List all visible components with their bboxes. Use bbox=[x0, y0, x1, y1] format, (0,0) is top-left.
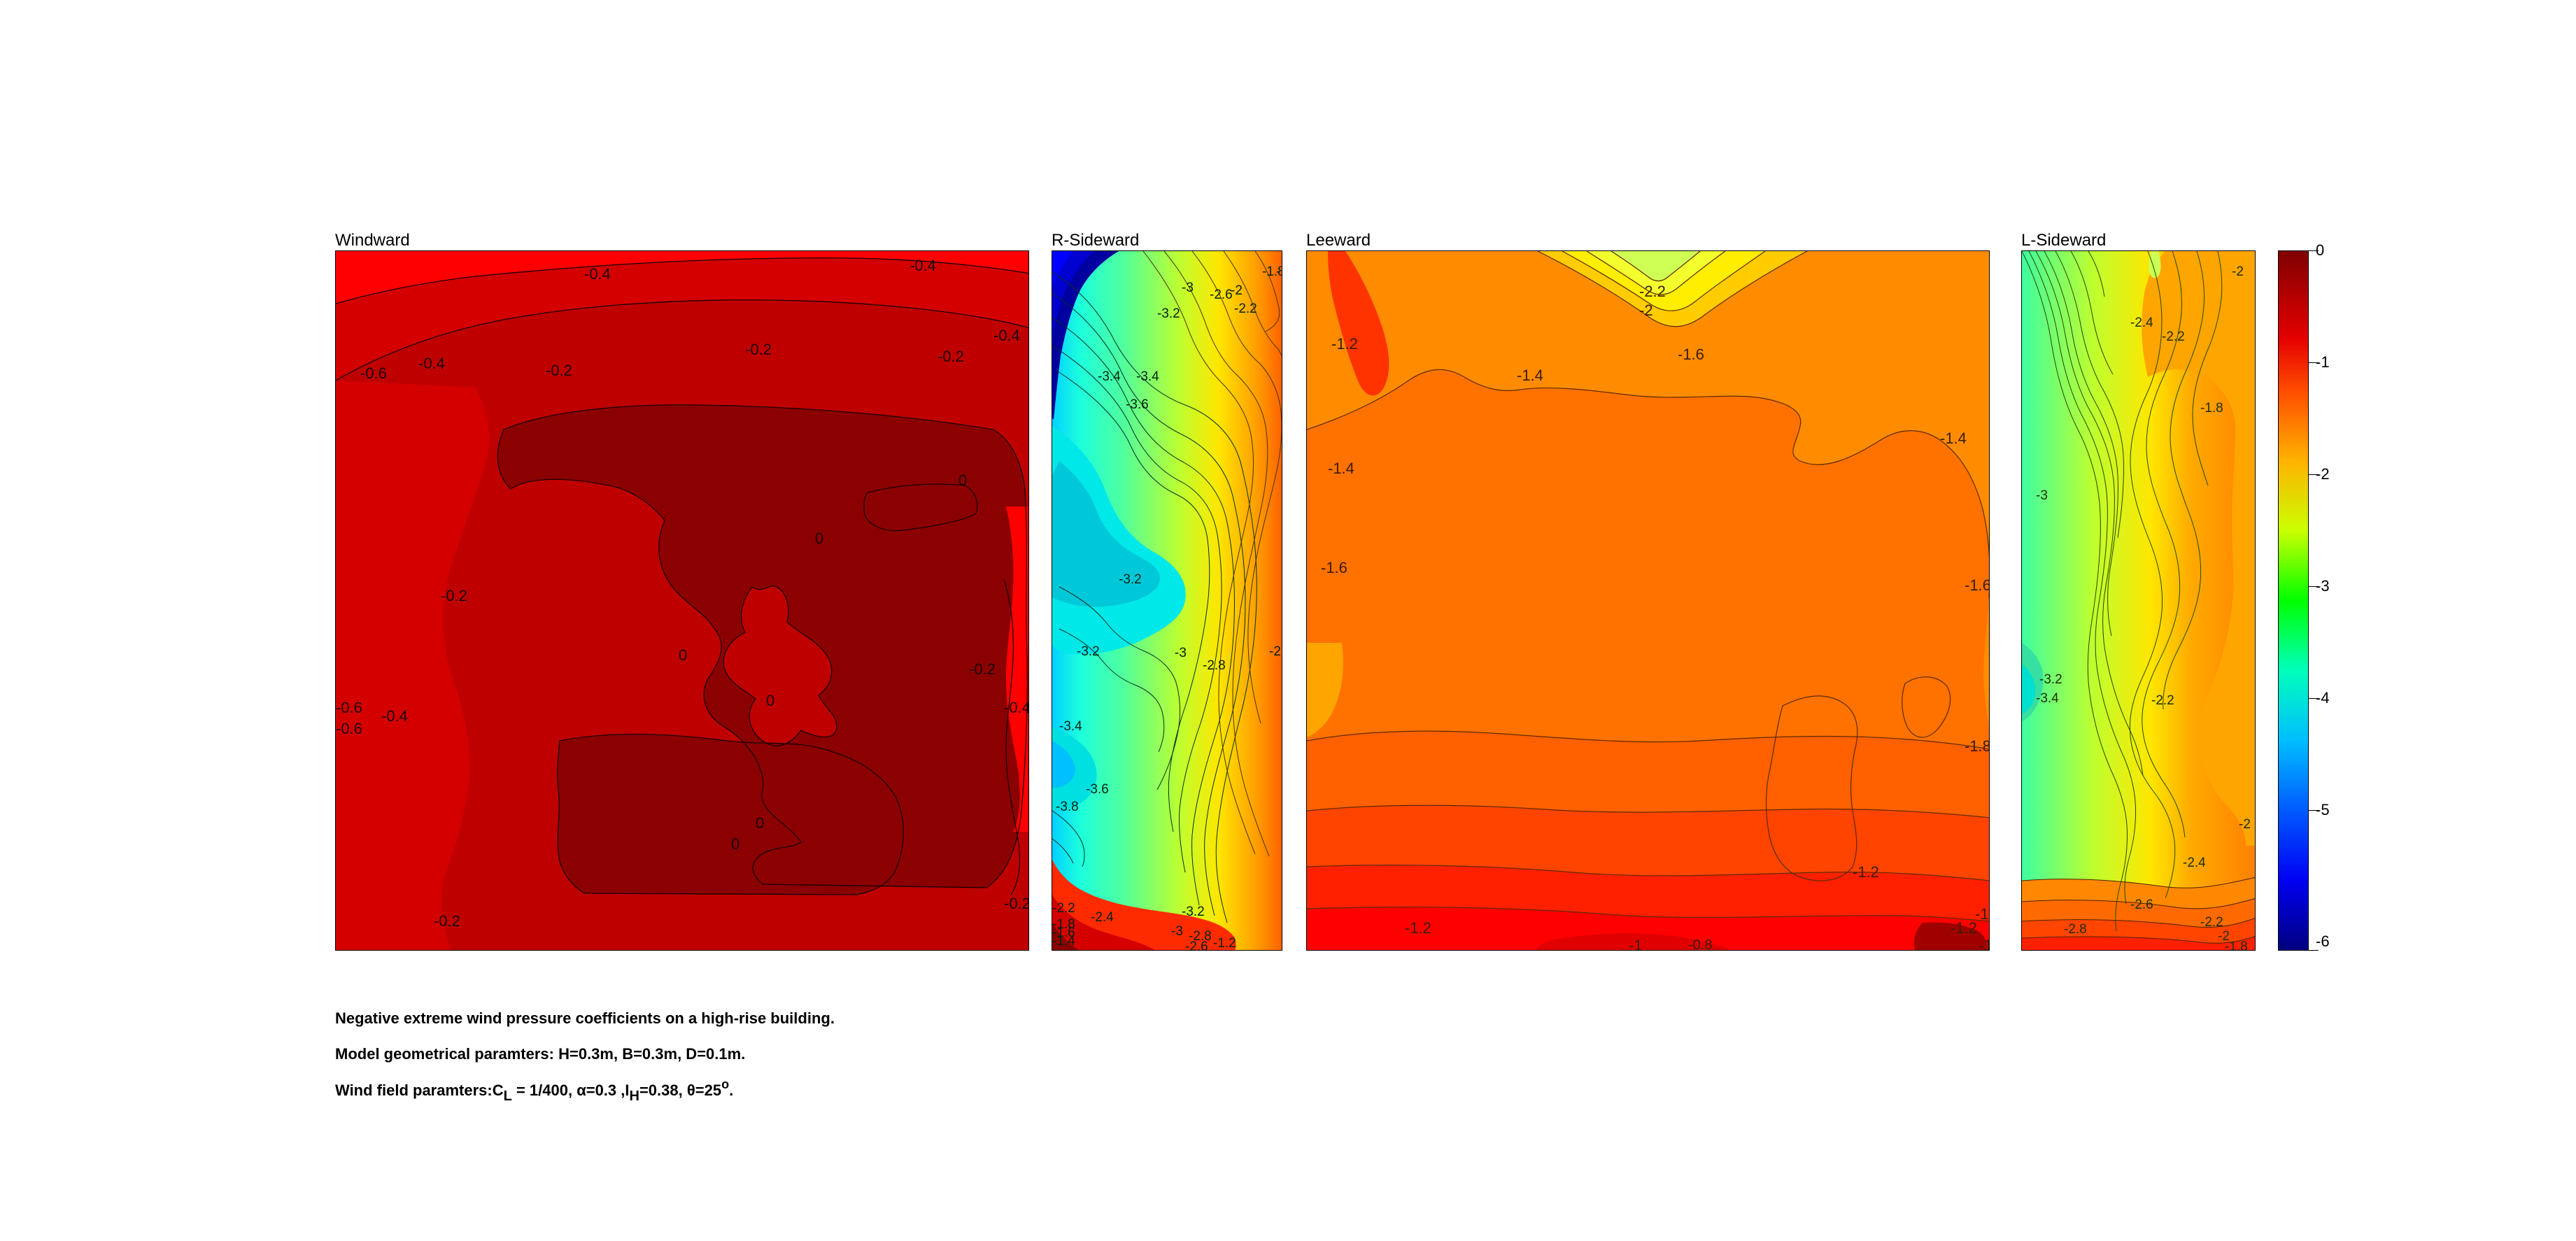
svg-text:-0.6: -0.6 bbox=[336, 699, 362, 716]
svg-text:-0.2: -0.2 bbox=[434, 912, 460, 930]
svg-text:-2.4: -2.4 bbox=[1091, 910, 1114, 925]
svg-text:-1: -1 bbox=[1629, 937, 1643, 951]
svg-text:-0.4: -0.4 bbox=[584, 265, 611, 283]
svg-text:-2.8: -2.8 bbox=[2064, 922, 2087, 937]
svg-text:-2: -2 bbox=[2232, 264, 2244, 279]
svg-text:-0.6: -0.6 bbox=[336, 720, 362, 737]
svg-text:-3.2: -3.2 bbox=[1077, 644, 1100, 659]
svg-text:-1.4: -1.4 bbox=[1975, 905, 1990, 923]
svg-text:-3.8: -3.8 bbox=[1056, 800, 1079, 814]
svg-text:-2.2: -2.2 bbox=[2200, 915, 2223, 930]
svg-text:-2.6: -2.6 bbox=[2130, 898, 2153, 912]
svg-text:-2.4: -2.4 bbox=[2183, 856, 2206, 870]
svg-text:-1.4: -1.4 bbox=[1328, 460, 1354, 477]
svg-text:-0.4: -0.4 bbox=[993, 327, 1020, 344]
svg-text:-3.6: -3.6 bbox=[1126, 397, 1149, 412]
svg-text:-2.2: -2.2 bbox=[2151, 693, 2174, 708]
svg-text:-1.2: -1.2 bbox=[1405, 919, 1431, 937]
svg-text:-2.6: -2.6 bbox=[1210, 288, 1233, 302]
svg-text:-1.8: -1.8 bbox=[1965, 737, 1990, 755]
svg-text:-0.2: -0.2 bbox=[745, 341, 772, 358]
svg-text:-1.4: -1.4 bbox=[1517, 367, 1543, 384]
svg-text:-2: -2 bbox=[1639, 302, 1653, 319]
svg-text:-0.4: -0.4 bbox=[418, 355, 445, 372]
svg-text:-1.4: -1.4 bbox=[1940, 430, 1967, 447]
svg-text:-1.2: -1.2 bbox=[1951, 919, 1977, 937]
svg-text:-2.2: -2.2 bbox=[1639, 283, 1666, 300]
svg-text:-1.6: -1.6 bbox=[1965, 576, 1990, 594]
svg-text:0: 0 bbox=[756, 814, 764, 832]
svg-text:-3: -3 bbox=[1175, 646, 1187, 660]
svg-text:-3.6: -3.6 bbox=[1086, 782, 1109, 797]
svg-text:0: 0 bbox=[766, 692, 774, 709]
svg-text:-3.4: -3.4 bbox=[1098, 369, 1121, 384]
svg-text:-1.6: -1.6 bbox=[1678, 346, 1704, 363]
svg-text:-1.2: -1.2 bbox=[1213, 936, 1236, 951]
svg-text:-0.4: -0.4 bbox=[910, 257, 936, 274]
svg-text:-2.8: -2.8 bbox=[1203, 658, 1226, 673]
svg-text:-2.4: -2.4 bbox=[2130, 315, 2153, 330]
svg-text:-3.2: -3.2 bbox=[1182, 905, 1205, 919]
svg-text:-0.6: -0.6 bbox=[360, 364, 387, 382]
svg-text:-2.2: -2.2 bbox=[2162, 329, 2185, 344]
svg-text:-3.2: -3.2 bbox=[1157, 306, 1180, 321]
svg-text:0: 0 bbox=[958, 471, 967, 489]
svg-text:-3: -3 bbox=[1171, 924, 1183, 939]
svg-text:-0.4: -0.4 bbox=[381, 707, 408, 725]
svg-text:0: 0 bbox=[679, 646, 687, 664]
svg-text:-0.2: -0.2 bbox=[1004, 895, 1029, 912]
svg-text:-0.2: -0.2 bbox=[441, 587, 467, 604]
svg-text:0: 0 bbox=[815, 530, 823, 547]
svg-text:-3.4: -3.4 bbox=[2036, 691, 2059, 706]
svg-text:-3.4: -3.4 bbox=[1059, 719, 1082, 734]
svg-text:-3: -3 bbox=[2036, 488, 2048, 503]
svg-text:-2.6: -2.6 bbox=[1269, 644, 1282, 659]
svg-text:-0.2: -0.2 bbox=[937, 348, 964, 365]
svg-text:-1.2: -1.2 bbox=[1331, 335, 1358, 353]
svg-text:-2.2: -2.2 bbox=[1234, 302, 1257, 316]
svg-text:-1.6: -1.6 bbox=[1321, 559, 1347, 576]
svg-text:-0.8: -0.8 bbox=[1688, 937, 1712, 951]
svg-text:-3.4: -3.4 bbox=[1136, 369, 1159, 384]
svg-text:-1: -1 bbox=[1979, 937, 1990, 951]
svg-text:0: 0 bbox=[731, 835, 739, 853]
svg-text:-0.2: -0.2 bbox=[969, 660, 996, 678]
svg-text:-1.2: -1.2 bbox=[1853, 863, 1879, 881]
svg-text:-0.4: -0.4 bbox=[1004, 699, 1029, 716]
svg-text:-3.2: -3.2 bbox=[1119, 572, 1142, 587]
svg-text:-1.6: -1.6 bbox=[1276, 264, 1282, 279]
svg-text:-0.2: -0.2 bbox=[546, 362, 572, 379]
svg-text:-1.8: -1.8 bbox=[2225, 939, 2248, 951]
svg-text:-3.2: -3.2 bbox=[2039, 672, 2062, 687]
svg-text:-3: -3 bbox=[1182, 281, 1194, 295]
svg-text:-2.2: -2.2 bbox=[1052, 901, 1075, 916]
svg-text:-1.8: -1.8 bbox=[2200, 401, 2223, 416]
svg-text:-1.4: -1.4 bbox=[1052, 934, 1075, 949]
svg-text:-2: -2 bbox=[2239, 817, 2251, 832]
svg-text:-2: -2 bbox=[1231, 283, 1243, 298]
svg-text:-2.6: -2.6 bbox=[1185, 939, 1208, 951]
